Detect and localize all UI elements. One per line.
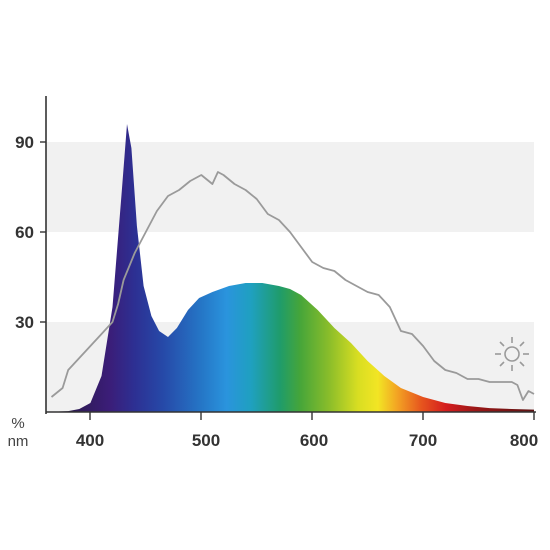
x-tick-group: 400 500 600 700 800	[76, 412, 538, 450]
x-tick-label: 400	[76, 431, 104, 450]
x-unit-label: nm	[8, 433, 29, 450]
y-tick-label: 90	[15, 133, 34, 152]
daylight-spectrum-line	[50, 171, 535, 401]
lamp-spectrum-area	[46, 124, 534, 412]
y-unit-label: %	[11, 415, 24, 432]
x-tick-label: 700	[409, 431, 437, 450]
x-tick-label: 600	[300, 431, 328, 450]
x-tick-label: 500	[192, 431, 220, 450]
sun-icon	[495, 337, 529, 371]
y-tick-group: 30 60 90	[15, 133, 46, 332]
y-tick-label: 60	[15, 223, 34, 242]
grid-band-60-90	[46, 142, 534, 232]
x-tick-label: 800	[510, 431, 538, 450]
y-tick-label: 30	[15, 313, 34, 332]
